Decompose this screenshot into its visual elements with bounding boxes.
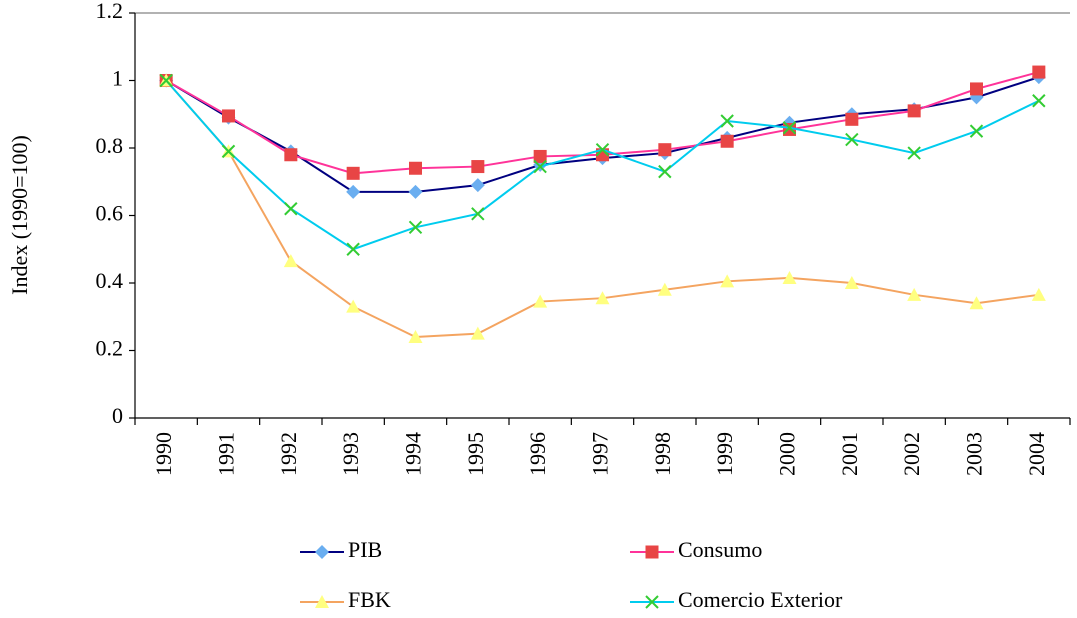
y-tick-label: 0.8 [96, 133, 124, 158]
data-point [533, 149, 547, 163]
x-tick-label: 2002 [899, 432, 924, 476]
data-point [409, 161, 422, 175]
data-point [346, 184, 361, 199]
y-tick-label: 0.2 [96, 336, 124, 361]
y-tick-label: 0.4 [96, 268, 124, 293]
data-point [471, 160, 485, 174]
data-point [470, 178, 485, 193]
x-tick-label: 1998 [650, 432, 675, 476]
data-point [346, 299, 361, 313]
y-tick-label: 0.6 [96, 201, 124, 226]
x-tick-label: 1992 [276, 432, 301, 476]
data-point [844, 276, 859, 289]
data-point [470, 326, 485, 340]
data-point [471, 207, 485, 221]
data-point [1031, 287, 1046, 301]
legend-marker [315, 595, 329, 608]
x-tick-label: 2000 [775, 432, 800, 476]
legend-label: PIB [348, 537, 382, 562]
data-point [408, 184, 423, 199]
x-tick-label: 1990 [151, 432, 176, 476]
x-tick-label: 1993 [338, 432, 363, 476]
data-point [720, 114, 734, 128]
data-point [1032, 94, 1046, 108]
data-point [970, 82, 983, 96]
data-point [1032, 65, 1046, 79]
y-tick-label: 1 [112, 66, 123, 91]
y-tick-label: 1.2 [96, 0, 124, 23]
data-point [533, 159, 547, 174]
data-point [782, 270, 797, 284]
data-point [658, 164, 672, 179]
y-tick-label: 0 [112, 403, 123, 428]
y-axis-label: Index (1990=100) [7, 135, 32, 295]
data-point [658, 143, 672, 157]
data-point [969, 124, 984, 138]
legend-marker [315, 545, 329, 559]
data-point [595, 291, 610, 305]
series-line [165, 76, 1040, 193]
data-point [408, 330, 423, 343]
legend-label: Consumo [678, 537, 762, 562]
x-tick-label: 1999 [712, 432, 737, 476]
data-point [222, 109, 235, 123]
data-point [346, 242, 360, 256]
data-point [533, 294, 548, 308]
data-point [907, 287, 922, 301]
legend-marker [645, 545, 659, 559]
data-point [221, 144, 236, 159]
data-point [907, 104, 921, 118]
data-point [595, 142, 610, 157]
data-point [720, 134, 734, 148]
x-tick-label: 1991 [214, 432, 239, 476]
x-tick-label: 1997 [588, 432, 613, 476]
data-point [845, 132, 859, 147]
x-tick-label: 2004 [1024, 432, 1049, 476]
legend-label: Comercio Exterior [678, 587, 843, 612]
x-tick-label: 1996 [525, 432, 550, 476]
x-tick-label: 2003 [962, 432, 987, 476]
data-point [720, 274, 735, 288]
data-point [284, 148, 298, 162]
data-point [782, 121, 797, 135]
data-point [284, 202, 298, 216]
data-point [159, 73, 173, 88]
data-point [783, 122, 796, 136]
legend-label: FBK [348, 587, 391, 612]
x-tick-label: 1994 [401, 432, 426, 476]
data-point [408, 220, 423, 235]
x-tick-label: 1995 [463, 432, 488, 476]
x-tick-label: 2001 [837, 432, 862, 476]
data-point [907, 146, 921, 160]
data-point [346, 166, 360, 180]
data-point [969, 296, 984, 310]
data-point [845, 112, 859, 126]
data-point [283, 254, 298, 268]
data-point [657, 282, 672, 296]
legend-marker [645, 595, 659, 609]
